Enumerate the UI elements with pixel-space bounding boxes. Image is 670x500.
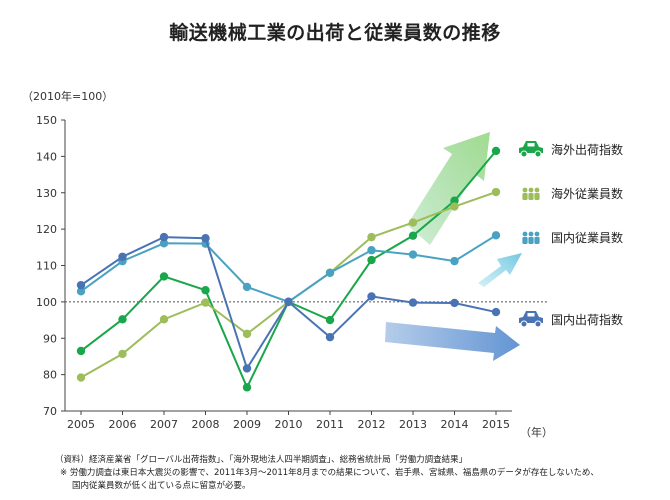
data-point [76, 373, 86, 382]
data-point [450, 196, 459, 205]
data-point [367, 292, 376, 301]
x-tick-label: 2012 [358, 418, 386, 431]
y-tick-label: 150 [36, 114, 57, 127]
data-point [159, 272, 169, 281]
y-tick-label: 110 [36, 260, 57, 273]
data-point [367, 255, 376, 265]
chart-title: 輸送機械工業の出荷と従業員数の推移 [169, 22, 501, 44]
trend-arrow-domestic-shipping [385, 322, 520, 361]
data-point [242, 364, 252, 373]
y-tick-label: 130 [36, 187, 57, 200]
trend-arrows [385, 132, 522, 361]
x-tick-label: 2013 [399, 418, 427, 431]
data-point [408, 250, 418, 259]
y-tick-label: 90 [43, 332, 57, 345]
data-point [76, 287, 86, 296]
y-unit-label: （2010年=100） [22, 89, 113, 103]
data-point [408, 231, 418, 240]
data-point [325, 332, 335, 342]
axes: 70 80 90 100 110 120 130 140 150 2005 2006 2007 2008… [36, 114, 548, 431]
legend-label: 国内出荷指数 [551, 312, 623, 327]
data-point [367, 232, 376, 242]
data-point [450, 298, 459, 308]
x-tick-label: 2007 [150, 418, 178, 431]
x-tick-label: 2008 [192, 418, 220, 431]
x-unit-label: （年） [520, 425, 553, 439]
series-layer [76, 146, 501, 392]
data-point [450, 202, 459, 211]
data-point [118, 252, 127, 261]
trend-arrow-overseas [407, 132, 490, 245]
data-point [242, 383, 252, 392]
data-point [284, 297, 293, 307]
data-point [76, 280, 86, 290]
legend-label: 海外従業員数 [551, 186, 623, 201]
data-point [201, 234, 210, 243]
data-point [242, 329, 252, 339]
x-tick-label: 2009 [233, 418, 261, 431]
data-point [408, 218, 418, 227]
legend-label: 国内従業員数 [551, 230, 623, 245]
legend-item: 海外出荷指数 [519, 141, 623, 158]
data-point [159, 232, 169, 242]
data-point [159, 239, 169, 248]
data-point [408, 298, 418, 307]
people-icon [522, 231, 540, 244]
series-2 [76, 231, 501, 307]
data-point [491, 146, 501, 156]
y-tick-label: 140 [36, 150, 57, 163]
data-point [118, 349, 127, 359]
x-tick-label: 2014 [441, 418, 469, 431]
car-icon [519, 141, 543, 158]
data-point [159, 315, 169, 324]
car-icon [519, 311, 543, 328]
y-tick-label: 120 [36, 223, 57, 236]
people-icon [522, 187, 540, 200]
y-tick-label: 80 [43, 369, 57, 382]
source-note: （資料）経済産業省「グローバル出荷指数」、「海外現地法人四半期調査」、総務省統計… [55, 455, 468, 465]
y-tick-label: 70 [43, 405, 57, 418]
data-point [491, 307, 501, 317]
data-point [201, 286, 210, 295]
legend-item: 国内出荷指数 [519, 311, 623, 328]
series-3 [76, 232, 501, 373]
data-point [325, 315, 335, 325]
legend-label: 海外出荷指数 [551, 142, 623, 157]
x-tick-label: 2005 [67, 418, 95, 431]
footnote-1: ※ 労働力調査は東日本大震災の影響で、2011年3月～2011年8月までの結果に… [60, 468, 599, 478]
data-point [76, 346, 86, 356]
data-point [201, 298, 210, 307]
data-point [491, 231, 501, 240]
data-point [118, 315, 127, 324]
y-tick-label: 100 [36, 296, 57, 309]
footnote-2: 国内従業員数が低く出ている点に留意が必要。 [72, 481, 251, 491]
data-point [450, 256, 459, 266]
x-tick-label: 2015 [482, 418, 510, 431]
trend-arrow-domestic-employees [478, 253, 522, 287]
legend-item: 国内従業員数 [522, 230, 623, 245]
x-tick-label: 2006 [109, 418, 137, 431]
data-point [491, 187, 501, 197]
series-line [80, 234, 497, 303]
x-tick-label: 2010 [275, 418, 303, 431]
data-point [325, 268, 335, 277]
data-point [367, 246, 376, 255]
data-point [242, 282, 252, 292]
legend-item: 海外従業員数 [522, 186, 623, 201]
x-tick-label: 2011 [316, 418, 344, 431]
